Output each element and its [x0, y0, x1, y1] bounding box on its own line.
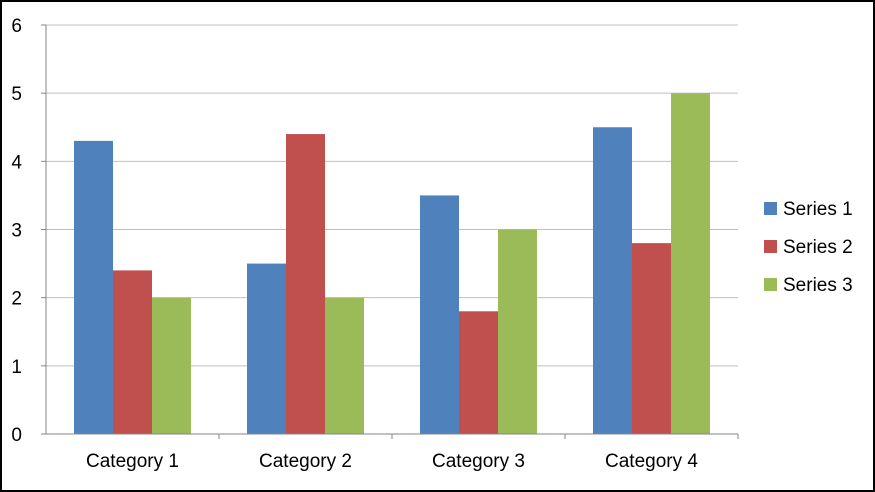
axes [41, 24, 739, 439]
y-tick-label: 4 [11, 152, 22, 173]
bar-series-3-category-2 [325, 297, 364, 434]
legend: Series 1 Series 2 Series 3 [764, 199, 853, 296]
x-tick-labels: Category 1 Category 2 Category 3 Category 4 [86, 451, 698, 472]
bars [74, 93, 710, 435]
y-tick-label: 5 [11, 84, 22, 105]
legend-swatch [764, 202, 777, 215]
x-tick-label: Category 1 [86, 451, 179, 472]
y-tick-label: 3 [11, 221, 22, 242]
x-tick-label: Category 2 [259, 451, 352, 472]
bar-series-3-category-1 [152, 297, 191, 434]
bar-series-1-category-4 [593, 127, 632, 434]
bar-series-1-category-3 [420, 195, 459, 434]
legend-swatch [764, 278, 777, 291]
legend-label: Series 2 [783, 237, 853, 258]
y-tick-label: 1 [11, 357, 22, 378]
legend-swatch [764, 240, 777, 253]
bar-series-3-category-3 [498, 229, 537, 434]
y-tick-labels: 0 1 2 3 4 5 6 [11, 16, 22, 446]
y-tick-label: 0 [11, 425, 22, 446]
y-tick-label: 2 [11, 289, 22, 310]
bar-series-2-category-3 [459, 311, 498, 434]
legend-label: Series 3 [783, 275, 853, 296]
bar-series-2-category-2 [286, 134, 325, 435]
legend-label: Series 1 [783, 199, 853, 220]
bar-series-3-category-4 [671, 93, 710, 435]
bar-series-1-category-2 [247, 263, 286, 434]
y-tick-label: 6 [11, 16, 22, 37]
bar-series-2-category-1 [113, 270, 152, 434]
bar-series-2-category-4 [632, 243, 671, 434]
x-tick-label: Category 4 [605, 451, 698, 472]
x-tick-label: Category 3 [432, 451, 525, 472]
bar-series-1-category-1 [74, 140, 113, 434]
